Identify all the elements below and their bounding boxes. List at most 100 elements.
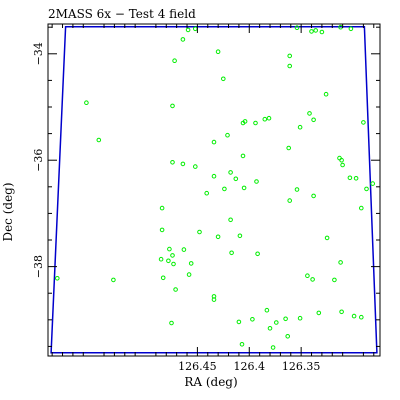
data-point [159,205,165,211]
data-point [180,161,186,167]
data-point [225,132,230,138]
data-point [287,63,293,69]
y-tick-label: −36 [32,149,45,172]
data-point [181,247,187,252]
data-point [305,273,310,279]
data-point [170,160,175,165]
data-point [286,145,292,151]
data-point [211,297,217,302]
data-point [242,119,248,124]
data-point [339,157,344,163]
data-point [313,28,319,33]
data-point [215,49,221,55]
data-point [239,342,245,347]
data-point [287,53,293,59]
data-point [233,176,239,182]
data-point [309,29,314,34]
data-point [96,137,102,143]
data-point [338,260,343,265]
data-point [287,198,293,203]
data-point [361,120,366,125]
data-point [228,217,233,223]
data-point [347,175,353,181]
data-point [204,190,209,196]
y-tick-label: −34 [32,42,45,65]
data-point [193,164,198,169]
data-point [262,116,268,122]
data-point [240,153,246,159]
data-point [215,234,221,240]
data-point [332,277,337,283]
data-point [236,319,242,325]
data-point [84,100,89,105]
data-point [297,315,303,321]
data-point [348,26,354,32]
data-point [340,162,345,168]
plot-area [50,24,378,354]
data-point [241,185,247,191]
data-point [254,179,259,184]
data-point [353,176,359,181]
data-point [294,187,300,192]
tick-labels: 126.45 126.4 126.35 −34 −36 −38 [32,42,320,373]
data-point [197,229,202,235]
data-point [186,272,192,277]
data-point [311,193,316,199]
data-point [311,117,316,123]
data-point [283,316,288,322]
data-point [172,58,177,64]
data-point [359,314,364,320]
data-point [160,275,166,281]
data-point [111,277,116,283]
data-point [285,334,291,339]
field-outline [50,25,378,354]
data-point [229,250,234,256]
data-point [324,235,330,241]
data-point [294,25,300,31]
data-point [310,277,315,282]
data-point [339,309,344,315]
data-point [171,261,176,267]
data-point [221,76,226,82]
data-point [264,307,270,313]
plot-frame [47,23,381,357]
data-point [169,320,174,326]
data-point [255,251,260,257]
data-point [228,170,233,175]
chart-title: 2MASS 6x − Test 4 field [48,7,196,21]
x-axis-title: RA (deg) [184,375,237,389]
data-point [170,103,175,109]
data-point [364,186,369,192]
data-point [253,120,258,126]
data-point [316,310,322,316]
y-axis-title: Dec (deg) [1,182,15,241]
data-point [170,253,175,258]
data-point [250,317,255,322]
data-point [222,186,227,192]
x-tick-label: 126.35 [282,360,321,373]
data-point [185,27,191,33]
data-point [188,261,194,266]
data-point [274,320,279,325]
data-point [270,345,276,350]
axis-ticks [48,24,380,356]
data-point [351,313,357,319]
data-point [180,37,186,42]
data-point [359,205,364,211]
data-point [159,227,165,233]
data-point [158,256,164,262]
data-point [266,115,272,121]
data-point [211,173,217,179]
data-point [319,29,325,35]
data-point [267,326,273,331]
data-point [211,139,217,145]
data-point [173,287,178,292]
data-point [307,111,312,116]
data-point [297,124,303,130]
data-point [370,181,376,186]
x-tick-label: 126.4 [234,360,266,373]
data-point [323,91,329,97]
data-point [166,258,171,264]
